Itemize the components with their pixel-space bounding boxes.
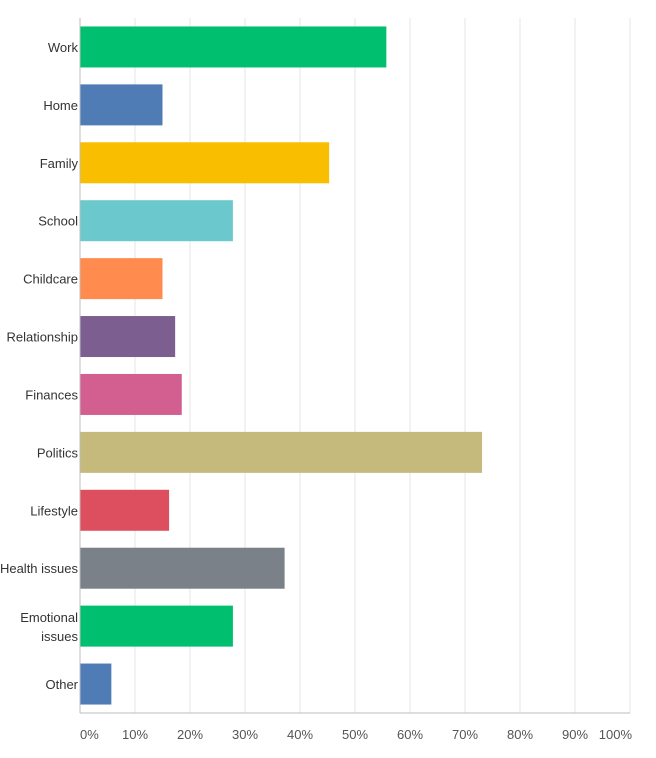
bars [80,26,483,705]
x-tick-label: 90% [562,727,588,742]
bar-home [80,84,163,126]
bar-finances [80,373,182,415]
x-axis-tick-labels: 0% 10% 20% 30% 40% 50% 60% 70% 80% 90% 100% [80,727,632,742]
x-tick-label: 30% [232,727,258,742]
category-label: Work [48,40,79,55]
bar-relationship [80,316,176,358]
category-labels: Work Home Family School Childcare Relationshi… [0,40,79,692]
category-label: Politics [37,445,79,460]
bar-emotional-issues [80,605,233,647]
x-tick-label: 80% [507,727,533,742]
bar-school [80,200,233,242]
x-tick-label: 20% [177,727,203,742]
x-tick-label: 50% [342,727,368,742]
bar-childcare [80,258,163,300]
x-tick-label: 70% [452,727,478,742]
category-label: Finances [25,387,78,402]
x-tick-label: 0% [80,727,99,742]
category-label: School [38,214,78,229]
category-label: Home [43,98,78,113]
bar-health-issues [80,547,285,589]
x-tick-label: 100% [599,727,633,742]
bar-lifestyle [80,489,170,531]
bar-family [80,142,330,184]
category-label: Health issues [0,561,78,576]
bar-other [80,663,112,705]
category-label: Emotional issues [20,610,78,644]
x-tick-label: 60% [397,727,423,742]
x-tick-label: 10% [122,727,148,742]
bar-work [80,26,387,68]
category-label: Relationship [6,330,78,345]
gridlines [134,18,631,713]
x-tick-label: 40% [287,727,313,742]
category-label: Other [45,677,78,692]
bar-politics [80,431,483,473]
category-label: Childcare [23,272,78,287]
category-label: Family [40,156,79,171]
category-label: Lifestyle [30,503,78,518]
